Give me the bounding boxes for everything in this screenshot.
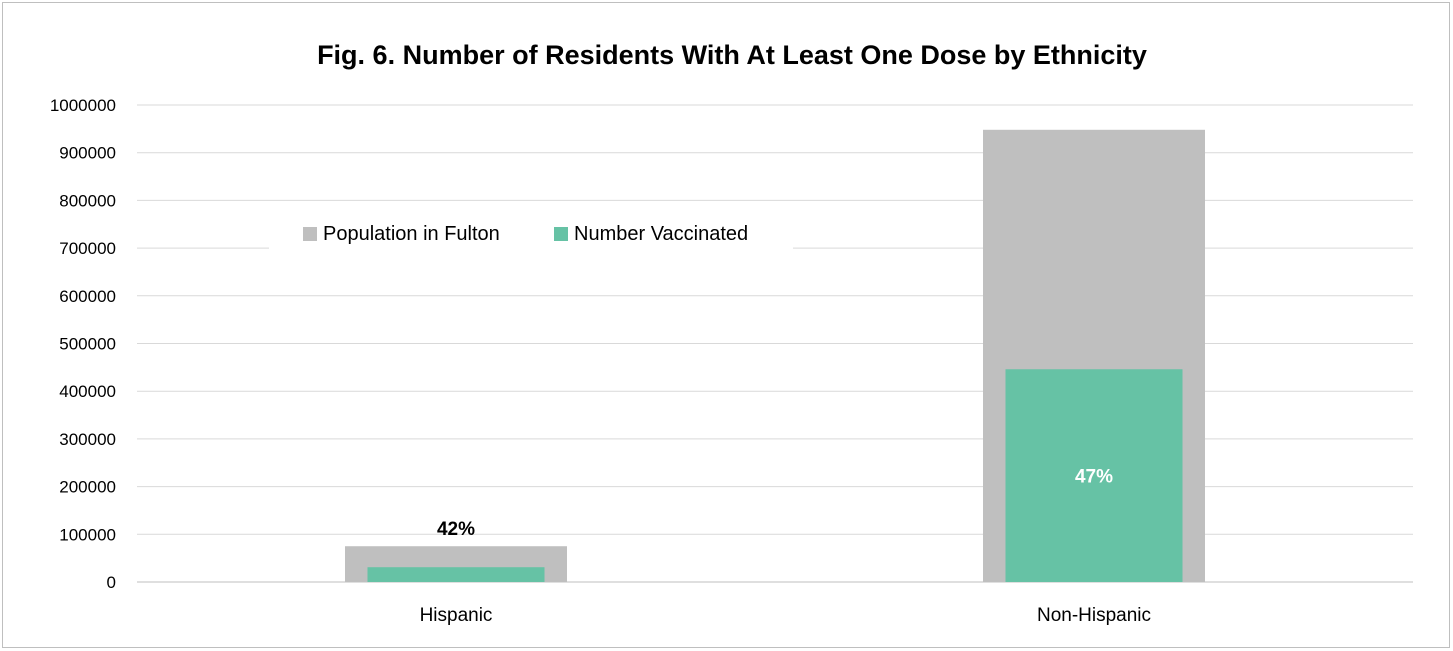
y-axis-tick-labels: 0 100000 200000 300000 400000 500000 600000 700… — [50, 96, 116, 592]
y-tick-label: 300000 — [59, 430, 116, 449]
y-tick-label: 400000 — [59, 382, 116, 401]
legend: Population in Fulton Number Vaccinated — [269, 215, 793, 253]
y-tick-label: 800000 — [59, 191, 116, 210]
y-tick-label: 100000 — [59, 525, 116, 544]
gridlines — [137, 104, 1413, 583]
bar-chart: Fig. 6. Number of Residents With At Leas… — [50, 40, 1413, 626]
y-tick-label: 900000 — [59, 144, 116, 163]
bar-vaccinated-non-hispanic — [1005, 369, 1183, 582]
y-tick-label: 700000 — [59, 239, 116, 258]
legend-label-population: Population in Fulton — [323, 223, 500, 245]
legend-background — [269, 215, 793, 253]
y-tick-label: 200000 — [59, 478, 116, 497]
data-label-non-hispanic: 47% — [1075, 467, 1113, 488]
legend-swatch-population — [303, 227, 317, 241]
bars — [345, 129, 1205, 582]
y-tick-label: 0 — [107, 573, 116, 592]
x-category-label: Hispanic — [420, 605, 493, 626]
x-category-label: Non-Hispanic — [1037, 605, 1151, 626]
x-axis-category-labels: Hispanic Non-Hispanic — [420, 605, 1151, 626]
bar-vaccinated-hispanic — [367, 567, 545, 582]
chart-title: Fig. 6. Number of Residents With At Leas… — [317, 40, 1147, 70]
y-tick-label: 500000 — [59, 335, 116, 354]
y-tick-label: 1000000 — [50, 96, 116, 115]
data-labels: 42% 47% — [437, 467, 1113, 541]
legend-label-vaccinated: Number Vaccinated — [574, 223, 748, 245]
legend-swatch-vaccinated — [554, 227, 568, 241]
data-label-hispanic: 42% — [437, 519, 475, 540]
y-tick-label: 600000 — [59, 287, 116, 306]
